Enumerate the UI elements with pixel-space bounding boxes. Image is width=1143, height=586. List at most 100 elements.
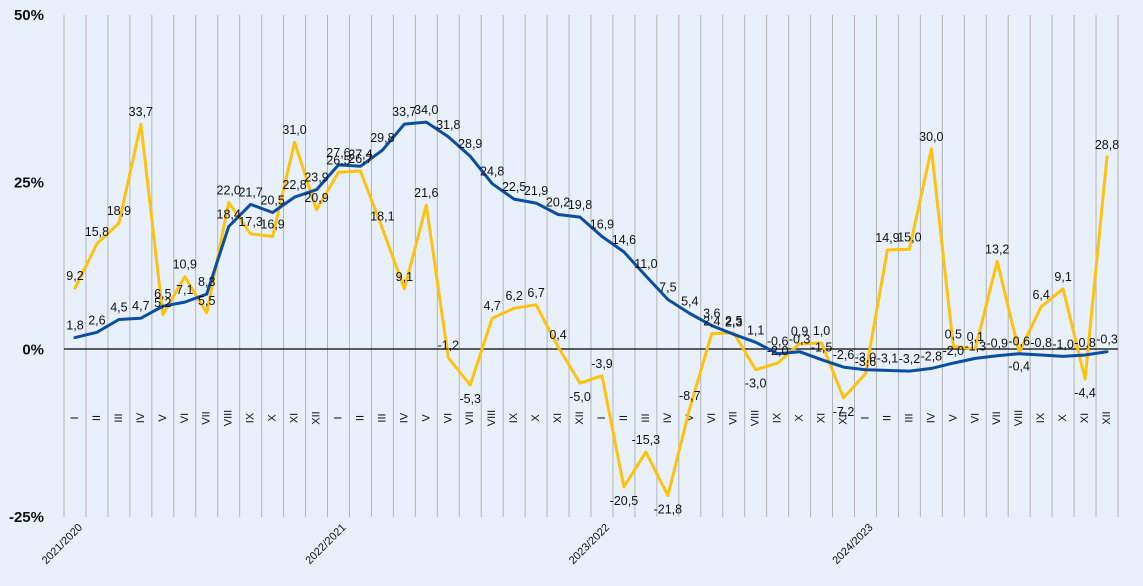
data-label: 13,2 [985,242,1009,256]
month-tick-label: XI [289,413,301,423]
data-label: 29,8 [370,131,394,145]
data-label: 18,1 [370,210,394,224]
data-label: -3,6 [855,355,877,369]
month-tick-label: VI [706,413,718,423]
data-label: 19,8 [568,198,592,212]
data-label: -8,7 [679,389,701,403]
month-tick-label: XII [838,411,850,424]
data-label: 6,4 [1032,288,1049,302]
data-label: 4,5 [110,301,127,315]
data-label: 7,5 [659,280,676,294]
year-tick-label: 2024/2023 [830,522,875,567]
data-label: -3,1 [877,351,899,365]
y-tick-label: -25% [9,509,44,526]
data-label: -2,0 [767,344,789,358]
data-label: 1,8 [66,319,83,333]
data-label: 26,5 [326,153,350,167]
data-label: 14,9 [875,231,899,245]
data-label: 9,2 [66,269,83,283]
data-label: 1,0 [813,324,830,338]
month-tick-label: I [596,416,608,419]
data-label: -3,2 [899,352,921,366]
month-tick-label: V [157,414,169,422]
month-tick-label: I [859,416,871,419]
month-tick-label: X [1057,414,1069,422]
month-tick-label: VII [464,411,476,424]
data-label: 28,9 [458,137,482,151]
month-tick-label: VIII [486,410,498,427]
data-label: -20,5 [610,494,639,508]
data-label: 22,5 [502,180,526,194]
data-label: 0,9 [791,325,808,339]
data-label: -21,8 [654,503,683,517]
data-label: 0,4 [549,328,566,342]
month-tick-label: IX [508,412,520,423]
data-label: -2,8 [921,349,943,363]
data-labels: 1,8 2,6 4,5 4,7 6,5 7,1 8,3 18,4 21,720,522,823,… [66,103,1119,516]
data-label: -1,3 [964,339,986,353]
data-label: -0,8 [1030,336,1052,350]
data-label: 21,6 [414,186,438,200]
series-line-0 [73,120,1109,373]
data-label: 5,2 [154,296,171,310]
month-tick-label: VII [991,411,1003,424]
month-tick-label: V [420,414,432,422]
month-tick-label: IX [245,412,257,423]
data-label: 6,2 [505,289,522,303]
data-label: 33,7 [129,105,153,119]
data-label: 0,1 [967,330,984,344]
month-tick-label: V [947,414,959,422]
data-label: -2,6 [833,348,855,362]
data-label: 28,8 [1095,138,1119,152]
month-tick-label: III [113,413,125,422]
data-label: -0,3 [1096,333,1118,347]
data-label: 23,9 [304,171,328,185]
data-label: -4,4 [1074,386,1096,400]
month-tick-label: X [530,414,542,422]
data-label: -15,3 [632,433,661,447]
data-label: 21,9 [524,184,548,198]
month-tick-label: IV [662,412,674,423]
data-label: 31,8 [436,118,460,132]
data-label: 9,1 [1054,270,1071,284]
data-label: 4,7 [132,299,149,313]
data-label: 11,0 [634,257,657,271]
y-axis: 50% 25% 0% -25% [9,7,44,526]
data-label: -3,0 [745,377,767,391]
data-label: 27,4 [348,147,372,161]
data-label: 15,8 [85,225,109,239]
data-label: 20,9 [304,191,328,205]
data-label: 16,9 [260,218,284,232]
month-tick-label: VII [728,411,740,424]
month-tick-label: VIII [1013,410,1025,427]
month-tick-label: I [69,416,81,419]
data-label: -0,9 [986,337,1008,351]
y-tick-label: 0% [22,342,44,359]
month-tick-label: IX [1035,412,1047,423]
vertical-gridlines [63,15,1119,517]
data-label: -7,2 [833,405,855,419]
data-label: 31,0 [282,123,306,137]
month-tick-label: III [376,413,388,422]
month-tick-label: XI [1079,413,1091,423]
data-label: -1,2 [437,339,459,353]
data-label: 24,8 [480,165,504,179]
month-tick-label: II [354,415,366,421]
data-label: 2,6 [88,313,105,327]
month-tick-label: II [881,415,893,421]
month-tick-label: XII [311,411,323,424]
month-tick-label: II [91,415,103,421]
data-label: 20,2 [546,195,570,209]
data-label: 17,3 [238,215,262,229]
data-label: -0,6 [1008,335,1030,349]
month-tick-label: VI [969,413,981,423]
data-label: 0,5 [945,327,962,341]
data-label: 26,7 [348,152,372,166]
data-label: 2,3 [725,315,742,329]
month-tick-label: VII [201,411,213,424]
month-tick-label: XII [1101,411,1113,424]
month-tick-label: X [794,414,806,422]
month-tick-label: IV [925,412,937,423]
month-tick-label: VI [179,413,191,423]
data-label: 22,8 [282,178,306,192]
